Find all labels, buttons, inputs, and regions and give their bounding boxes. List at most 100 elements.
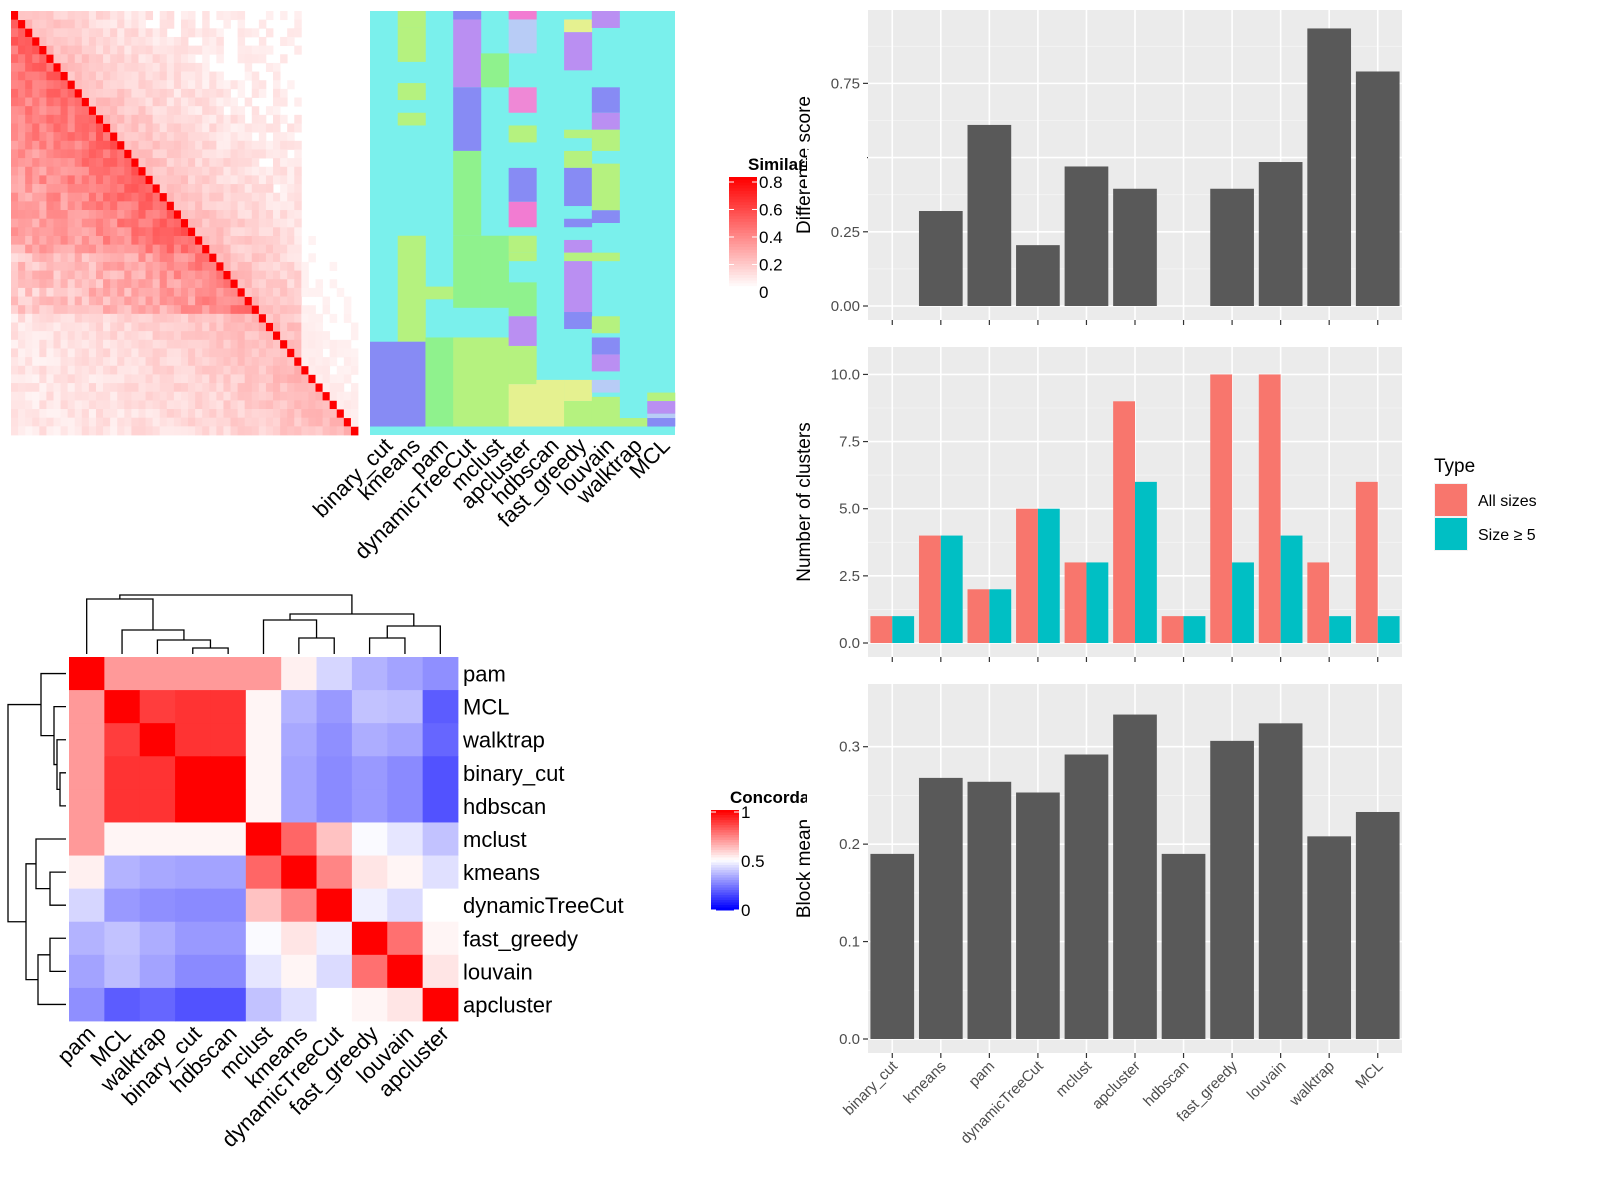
similarity-cell [237, 383, 246, 393]
similarity-cell [11, 279, 19, 289]
legend-gradient-step [729, 286, 757, 290]
similarity-cell [202, 270, 210, 280]
similarity-cell [159, 149, 168, 159]
similarity-cell [223, 261, 231, 271]
similarity-cell [287, 305, 295, 315]
similarity-cell [301, 400, 309, 410]
legend-gradient-step [711, 845, 739, 848]
similarity-cell [265, 175, 274, 185]
similarity-cell [237, 426, 246, 436]
similarity-cell [265, 391, 274, 401]
similarity-cell [138, 166, 146, 176]
similarity-cell [18, 348, 26, 358]
similarity-cell [67, 374, 76, 384]
similarity-cell [81, 184, 90, 194]
similarity-cell [18, 106, 26, 116]
similarity-cell [25, 19, 33, 29]
similarity-cell [138, 313, 146, 323]
bar-all-sizes [1064, 562, 1087, 643]
legend-gradient-step [711, 815, 739, 818]
similarity-cell [74, 175, 83, 185]
similarity-cell [152, 348, 161, 358]
similarity-cell [244, 426, 253, 436]
similarity-cell [25, 279, 33, 289]
similarity-cell [273, 62, 281, 72]
similarity-cell [188, 11, 196, 21]
similarity-cell [124, 140, 132, 150]
similarity-cell [173, 106, 182, 116]
legend-gradient-step [729, 261, 757, 265]
similarity-cell [350, 400, 359, 410]
legend-tick-label: 0 [741, 901, 750, 920]
similarity-cell [81, 88, 90, 98]
similarity-cell [244, 365, 253, 375]
legend-gradient-step [729, 207, 757, 212]
similarity-cell [74, 270, 83, 280]
legend-gradient-step [729, 205, 757, 209]
similarity-cell [138, 123, 146, 133]
similarity-cell [265, 357, 274, 367]
similarity-cell [18, 296, 26, 306]
similarity-cell [124, 348, 132, 358]
legend-gradient-step [711, 865, 739, 868]
legend-gradient-step [729, 191, 757, 195]
similarity-cell [53, 123, 61, 133]
similarity-cell [53, 36, 61, 47]
similarity-cell [336, 426, 345, 436]
similarity-cell [39, 374, 47, 384]
concordance-cell [69, 789, 105, 823]
similarity-cell [294, 28, 302, 38]
similarity-cell [46, 426, 54, 436]
concordance-row-label: kmeans [463, 860, 540, 885]
similarity-cell [117, 62, 125, 72]
similarity-cell [294, 140, 302, 150]
similarity-cell [273, 383, 281, 393]
similarity-cell [244, 261, 253, 271]
concordance-cell [175, 657, 211, 691]
similarity-cell [32, 279, 40, 289]
similarity-cell [103, 97, 111, 107]
similarity-cell [124, 374, 132, 384]
similarity-cell [11, 383, 19, 393]
concordance-cell [175, 690, 211, 724]
similarity-cell [74, 365, 83, 375]
concordance-cell [351, 789, 388, 823]
similarity-cell [39, 287, 47, 297]
similarity-cell [131, 391, 139, 401]
similarity-cell [159, 123, 168, 133]
similarity-cell [88, 365, 97, 375]
similarity-cell [152, 400, 161, 410]
similarity-cell [60, 218, 69, 228]
similarity-cell [230, 106, 239, 116]
similarity-cell [159, 391, 168, 401]
concordance-cell [175, 756, 211, 790]
similarity-cell [173, 192, 182, 202]
similarity-cell [25, 365, 33, 375]
similarity-cell [95, 218, 104, 228]
similarity-cell [350, 331, 359, 341]
similarity-cell [81, 106, 90, 116]
similarity-cell [39, 210, 47, 220]
similarity-cell [273, 244, 281, 254]
similarity-cell [25, 28, 33, 38]
similarity-cell [230, 357, 239, 367]
similarity-cell [46, 400, 54, 410]
similarity-cell [315, 383, 323, 393]
similarity-cell [67, 227, 76, 237]
similarity-cell [124, 409, 132, 419]
similarity-cell [103, 400, 111, 410]
similarity-cell [216, 45, 224, 55]
similarity-cell [11, 218, 19, 228]
concordance-dendrograms [7, 594, 441, 1006]
similarity-cell [273, 287, 281, 297]
cluster-block [564, 312, 593, 329]
concordance-cell [422, 723, 459, 757]
similarity-cell [39, 331, 47, 341]
bar [1355, 811, 1400, 1039]
similarity-cell [159, 235, 168, 246]
similarity-cell [25, 158, 33, 168]
similarity-cell [315, 339, 323, 349]
concordance-cell [387, 888, 424, 923]
similarity-cell [230, 11, 239, 21]
similarity-cell [81, 166, 90, 176]
